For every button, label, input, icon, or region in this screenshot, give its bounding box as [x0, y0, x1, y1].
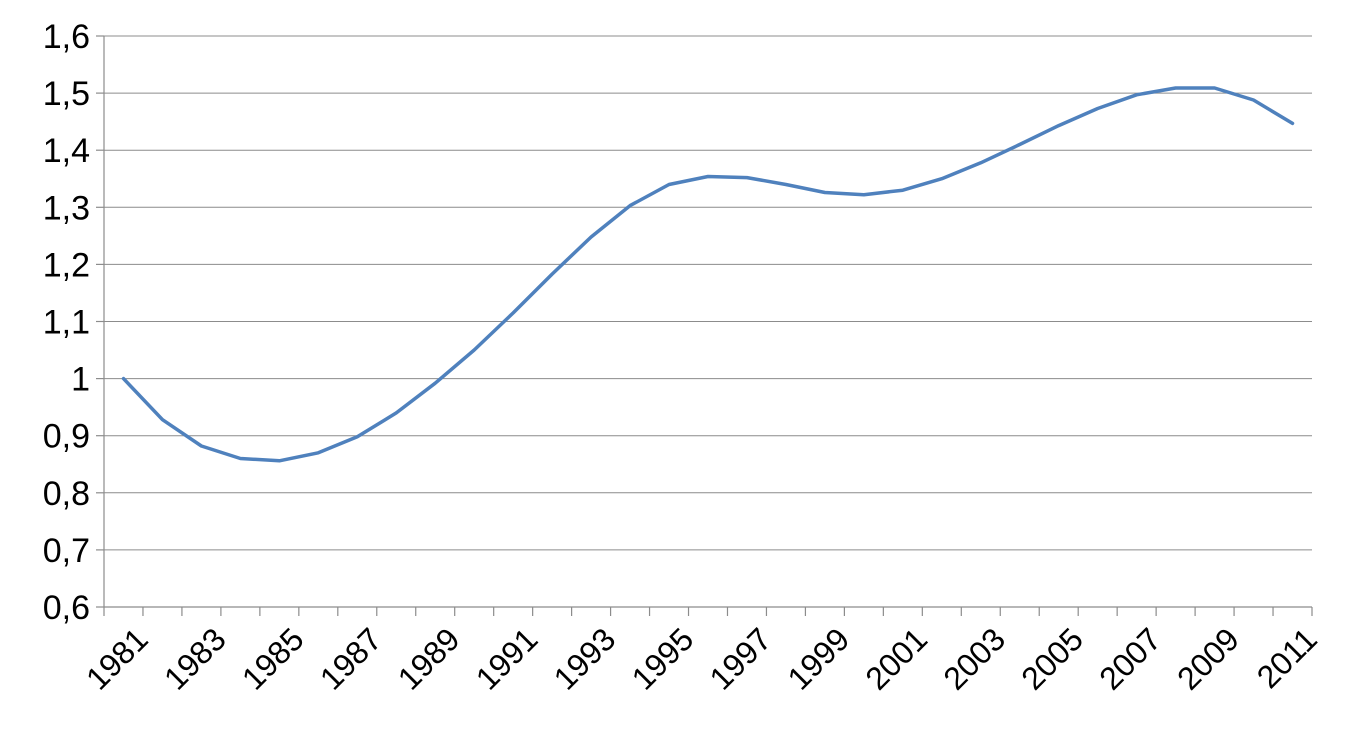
x-tick-label: 2005	[1014, 621, 1090, 697]
x-tick-label: 1985	[235, 621, 311, 697]
x-tick-label: 2007	[1092, 621, 1168, 697]
series-line-0	[121, 86, 1295, 463]
axes	[96, 35, 1313, 616]
y-tick-label: 1,1	[43, 304, 90, 342]
y-tick-label: 0,6	[43, 589, 90, 627]
gridlines	[104, 35, 1312, 551]
x-tick-label: 1993	[547, 621, 623, 697]
y-tick-label: 1,3	[43, 189, 90, 227]
x-tick-label: 1999	[780, 621, 856, 697]
y-axis-tick-labels: 0,6 0,7 0,8 0,9 1 1,1 1,2 1,3 1,4 1,5 1,6	[43, 18, 90, 627]
y-tick-label: 1,2	[43, 246, 90, 284]
x-tick-label: 1997	[703, 621, 779, 697]
x-tick-label: 1987	[313, 621, 389, 697]
x-tick-label: 1989	[391, 621, 467, 697]
y-tick-label: 1,4	[43, 132, 90, 170]
x-tick-label: 1981	[79, 621, 155, 697]
y-tick-label: 1	[71, 361, 90, 399]
x-tick-label: 2001	[858, 621, 934, 697]
x-tick-label: 2011	[1250, 621, 1324, 695]
y-tick-label: 1,6	[43, 18, 90, 56]
x-tick-label: 1991	[469, 621, 545, 697]
x-tick-label: 2003	[936, 621, 1012, 697]
x-tick-label: 2009	[1170, 621, 1246, 697]
x-tick-label: 1983	[157, 621, 233, 697]
y-tick-label: 0,8	[43, 475, 90, 513]
x-axis-tick-labels: 1981 1983 1985 1987 1989 1991 1993 1995 1997 1999…	[79, 621, 1324, 697]
y-tick-label: 1,5	[43, 75, 90, 113]
y-tick-label: 0,7	[43, 532, 90, 570]
x-tick-label: 1995	[625, 621, 701, 697]
y-tick-label: 0,9	[43, 418, 90, 456]
series-layer	[121, 86, 1295, 463]
